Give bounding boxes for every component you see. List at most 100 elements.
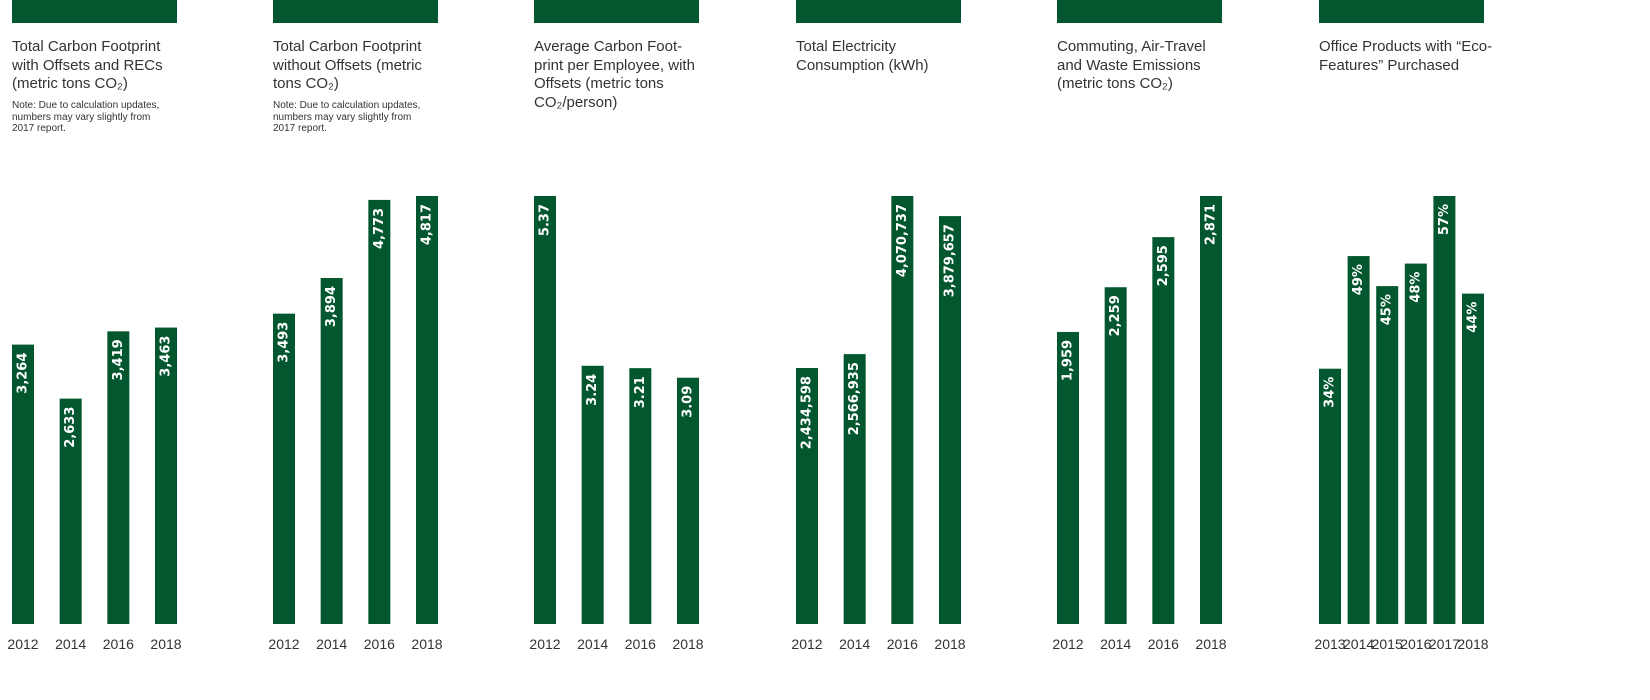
chart-title: Total Electricity Consumption (kWh) — [796, 38, 929, 74]
x-tick-label: 2014 — [1343, 636, 1374, 652]
value-label: 2,259 — [1108, 295, 1123, 336]
value-label: 57% — [1437, 204, 1452, 235]
value-label: 3.09 — [681, 386, 696, 418]
value-label: 44% — [1466, 302, 1481, 333]
bar-2012 — [273, 313, 295, 624]
chart-panel-5: Commuting, Air-Travel and Waste Emission… — [1052, 0, 1232, 700]
bar-2014 — [581, 365, 604, 624]
value-label: 3.24 — [585, 374, 600, 406]
x-tick-label: 2014 — [316, 636, 347, 652]
value-label: 3,419 — [111, 339, 126, 380]
bar-chart: 3,264 2012 2,633 2014 3,419 2016 3,463 2018 — [7, 327, 182, 652]
value-label: 5.37 — [538, 204, 553, 236]
chart-panel-6: Office Products with “Eco-Features” Purc… — [1314, 0, 1494, 700]
chart-note: Note: Due to calculation updates, number… — [273, 100, 421, 134]
x-tick-label: 2016 — [364, 636, 395, 652]
bar-2016 — [891, 196, 914, 624]
value-label: 4,817 — [420, 204, 435, 245]
bar-2014 — [1104, 287, 1127, 624]
header-bar — [534, 0, 699, 23]
bar-2018 — [416, 196, 438, 624]
value-label: 1,959 — [1061, 340, 1076, 381]
bar-2013 — [1319, 368, 1341, 624]
bar-2014 — [843, 354, 866, 624]
x-tick-label: 2018 — [672, 636, 703, 652]
value-label: 4,773 — [372, 208, 387, 249]
chart-panel-1: Total Carbon Footprint with Offsets and … — [7, 0, 187, 700]
bar-2018 — [677, 377, 699, 624]
value-label: 2,566,935 — [847, 362, 862, 435]
bar-2016 — [107, 331, 130, 624]
value-label: 3,463 — [159, 336, 174, 377]
value-label: 34% — [1323, 377, 1338, 408]
x-tick-label: 2014 — [55, 636, 86, 652]
bar-2012 — [1057, 331, 1079, 624]
bar-2017 — [1433, 196, 1456, 624]
x-tick-label: 2018 — [150, 636, 181, 652]
bar-2018 — [1462, 293, 1484, 624]
x-tick-label: 2018 — [1195, 636, 1226, 652]
bar-chart: 3,493 2012 3,894 2014 4,773 2016 4,817 2018 — [268, 196, 443, 652]
x-tick-label: 2014 — [1100, 636, 1131, 652]
header-bar — [1057, 0, 1222, 23]
chart-panel-2: Total Carbon Footprint without Offsets (… — [268, 0, 448, 700]
x-tick-label: 2016 — [103, 636, 134, 652]
chart-panel-3: Average Carbon Foot-print per Employee, … — [529, 0, 709, 700]
bar-chart: 2,434,598 2012 2,566,935 2014 4,070,737 2016 3… — [791, 196, 966, 652]
value-label: 2,434,598 — [800, 376, 815, 449]
bar-2014 — [1347, 256, 1370, 624]
x-tick-label: 2012 — [7, 636, 38, 652]
value-label: 48% — [1408, 272, 1423, 303]
bar-2016 — [1152, 237, 1175, 624]
value-label: 2,633 — [63, 407, 78, 448]
x-tick-label: 2016 — [1148, 636, 1179, 652]
bar-chart: 5.37 2012 3.24 2014 3.21 2016 3.09 2018 — [529, 196, 704, 652]
chart-panel-4: Total Electricity Consumption (kWh) 2,434… — [791, 0, 971, 700]
x-tick-label: 2018 — [411, 636, 442, 652]
value-label: 45% — [1380, 294, 1395, 325]
bar-chart: 34% 2013 49% 2014 45% 2015 48% 2016 57% 2017 44% 20… — [1314, 196, 1489, 652]
x-tick-label: 2012 — [1052, 636, 1083, 652]
chart-note: Note: Due to calculation updates, number… — [12, 100, 160, 134]
header-bar — [1319, 0, 1484, 23]
x-tick-label: 2018 — [934, 636, 965, 652]
bar-2015 — [1376, 286, 1399, 624]
x-tick-label: 2012 — [529, 636, 560, 652]
bar-2012 — [12, 344, 34, 624]
value-label: 2,871 — [1204, 204, 1219, 245]
x-tick-label: 2014 — [839, 636, 870, 652]
value-label: 49% — [1351, 264, 1366, 295]
x-tick-label: 2012 — [791, 636, 822, 652]
bar-2016 — [368, 199, 391, 624]
x-tick-label: 2013 — [1314, 636, 1345, 652]
x-tick-label: 2018 — [1457, 636, 1488, 652]
value-label: 2,595 — [1156, 245, 1171, 286]
x-tick-label: 2012 — [268, 636, 299, 652]
chart-title: Total Carbon Footprint with Offsets and … — [12, 38, 163, 92]
x-tick-label: 2015 — [1372, 636, 1403, 652]
value-label: 3,879,657 — [943, 224, 958, 297]
value-label: 3,894 — [324, 286, 339, 327]
header-bar — [273, 0, 438, 23]
x-tick-label: 2016 — [887, 636, 918, 652]
bar-2014 — [320, 278, 343, 624]
x-tick-label: 2014 — [577, 636, 608, 652]
x-tick-label: 2017 — [1429, 636, 1460, 652]
bar-2016 — [1404, 263, 1427, 624]
chart-title: Average Carbon Foot-print per Employee, … — [534, 38, 695, 111]
value-label: 3,264 — [16, 353, 31, 394]
x-tick-label: 2016 — [1400, 636, 1431, 652]
bar-chart: 1,959 2012 2,259 2014 2,595 2016 2,871 2018 — [1052, 196, 1227, 652]
bar-2014 — [59, 398, 82, 624]
bar-2012 — [796, 368, 818, 624]
header-bar — [796, 0, 961, 23]
x-tick-label: 2016 — [625, 636, 656, 652]
chart-title: Commuting, Air-Travel and Waste Emission… — [1057, 38, 1206, 92]
chart-title: Office Products with “Eco-Features” Purc… — [1319, 38, 1493, 74]
value-label: 3,493 — [277, 322, 292, 363]
bar-2018 — [1200, 196, 1222, 624]
bar-2018 — [939, 216, 961, 624]
chart-title: Total Carbon Footprint without Offsets (… — [273, 38, 422, 92]
value-label: 4,070,737 — [895, 204, 910, 277]
bar-2018 — [155, 327, 177, 624]
